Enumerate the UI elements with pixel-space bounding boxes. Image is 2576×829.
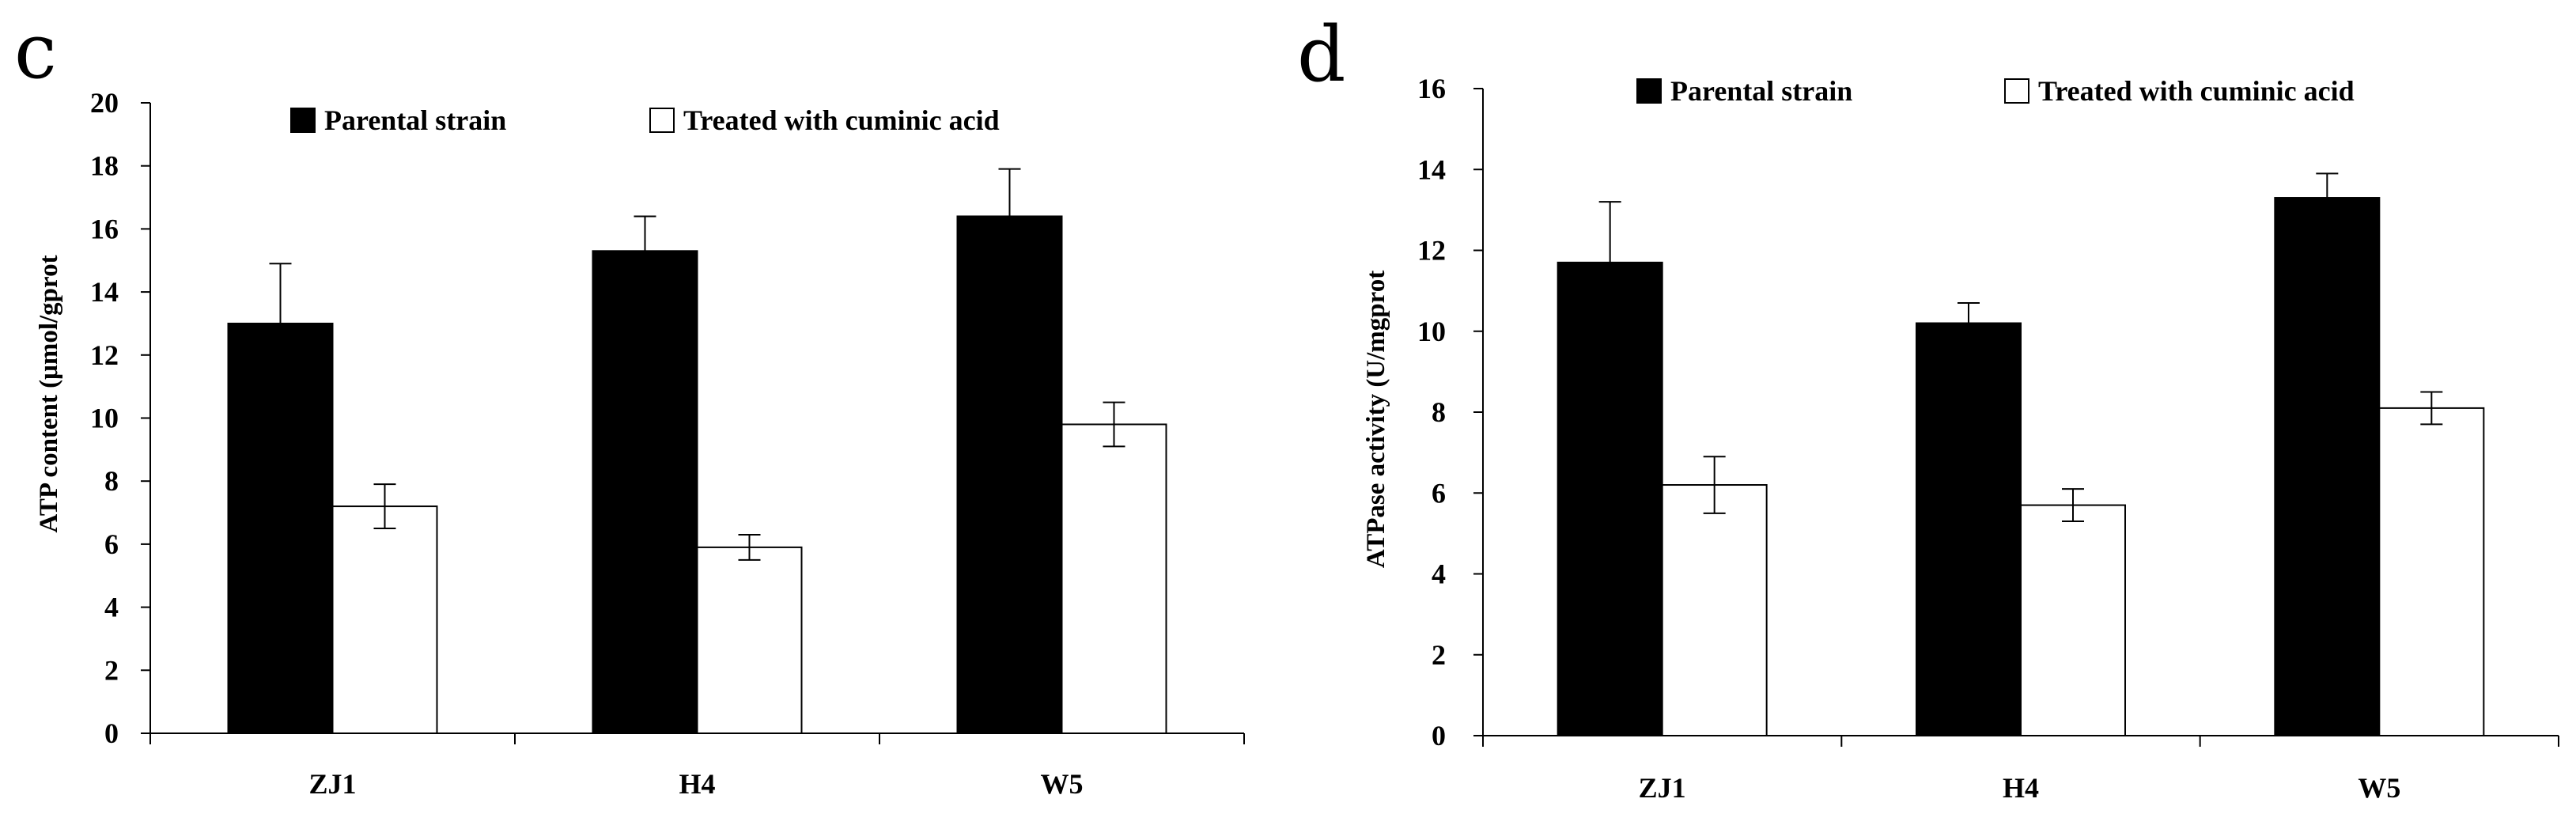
plot-area-c: 0 2 4 6 8 10 12 14 16 18 20 ZJ1 H4 W5 (90, 87, 1245, 800)
x-tick-label: H4 (2003, 772, 2039, 804)
x-tick-label: ZJ1 (308, 768, 356, 800)
y-axis-title-d: ATPase activity (U/mgprot (1362, 271, 1390, 568)
y-tick-label: 0 (104, 717, 119, 749)
legend-swatch-parental-c (290, 108, 316, 133)
legend-label-treated-c: Treated with cuminic acid (683, 104, 1000, 136)
y-tick-label: 16 (90, 213, 119, 244)
bar-treated-zj1 (1661, 484, 1768, 737)
y-tick-label: 8 (1432, 396, 1446, 428)
y-tick-label: 14 (90, 276, 119, 308)
bar-parental-h4 (1916, 322, 2022, 736)
y-tick-label: 8 (104, 465, 119, 497)
y-tick-label: 14 (1417, 153, 1446, 185)
x-tick-label: H4 (679, 768, 715, 800)
y-tick-label: 2 (1432, 639, 1446, 671)
plot-area-d: 0 2 4 6 8 10 12 14 16 ZJ1 H4 W5 (1417, 73, 2559, 804)
panel-letter-c: c (14, 7, 57, 96)
y-tick-label: 6 (1432, 477, 1446, 509)
bar-parental-h4 (592, 250, 698, 735)
chart-panel-d: d ATPase activity (U/mgprot 0 2 4 6 8 10 12 14 1… (1297, 10, 2559, 804)
y-axis-title-c: ATP content (μmol/gprot (35, 255, 63, 532)
legend-swatch-parental-d (1636, 78, 1662, 104)
legend-c: Parental strain Treated with cuminic aci… (290, 104, 1000, 136)
y-tick-label: 2 (104, 654, 119, 686)
legend-swatch-treated-c (649, 108, 675, 133)
y-tick-label: 4 (1432, 558, 1446, 590)
y-tick-label: 18 (90, 150, 119, 182)
bar-treated-h4 (2020, 504, 2126, 737)
y-tick-label: 10 (90, 403, 119, 434)
y-tick-label: 6 (104, 528, 119, 560)
y-tick-label: 10 (1417, 316, 1446, 347)
bar-parental-zj1 (1557, 261, 1663, 736)
y-tick-label: 0 (1432, 720, 1446, 751)
panel-letter-d: d (1297, 10, 1345, 99)
x-tick-label: W5 (2358, 772, 2400, 804)
legend-d: Parental strain Treated with cuminic aci… (1636, 75, 2355, 107)
y-tick-label: 4 (104, 592, 119, 623)
y-tick-label: 12 (90, 339, 119, 371)
bar-treated-h4 (696, 546, 803, 735)
bar-parental-w5 (2274, 197, 2381, 737)
legend-label-treated-d: Treated with cuminic acid (2038, 75, 2355, 107)
legend-swatch-treated-d (2004, 78, 2029, 104)
x-tick-label: W5 (1041, 768, 1084, 800)
chart-panel-c: c ATP content (μmol/gprot 0 2 4 6 8 10 12 14 16 1… (14, 7, 1245, 800)
y-tick-label: 20 (90, 87, 119, 119)
legend-label-parental-c: Parental strain (324, 104, 506, 136)
y-tick-label: 16 (1417, 73, 1446, 104)
y-tick-label: 12 (1417, 235, 1446, 267)
bar-treated-zj1 (331, 505, 438, 735)
bar-treated-w5 (1061, 423, 1167, 734)
bar-parental-w5 (956, 215, 1063, 734)
x-tick-label: ZJ1 (1639, 772, 1686, 804)
legend-label-parental-d: Parental strain (1670, 75, 1852, 107)
bar-treated-w5 (2378, 407, 2485, 736)
bar-parental-zj1 (227, 322, 334, 734)
